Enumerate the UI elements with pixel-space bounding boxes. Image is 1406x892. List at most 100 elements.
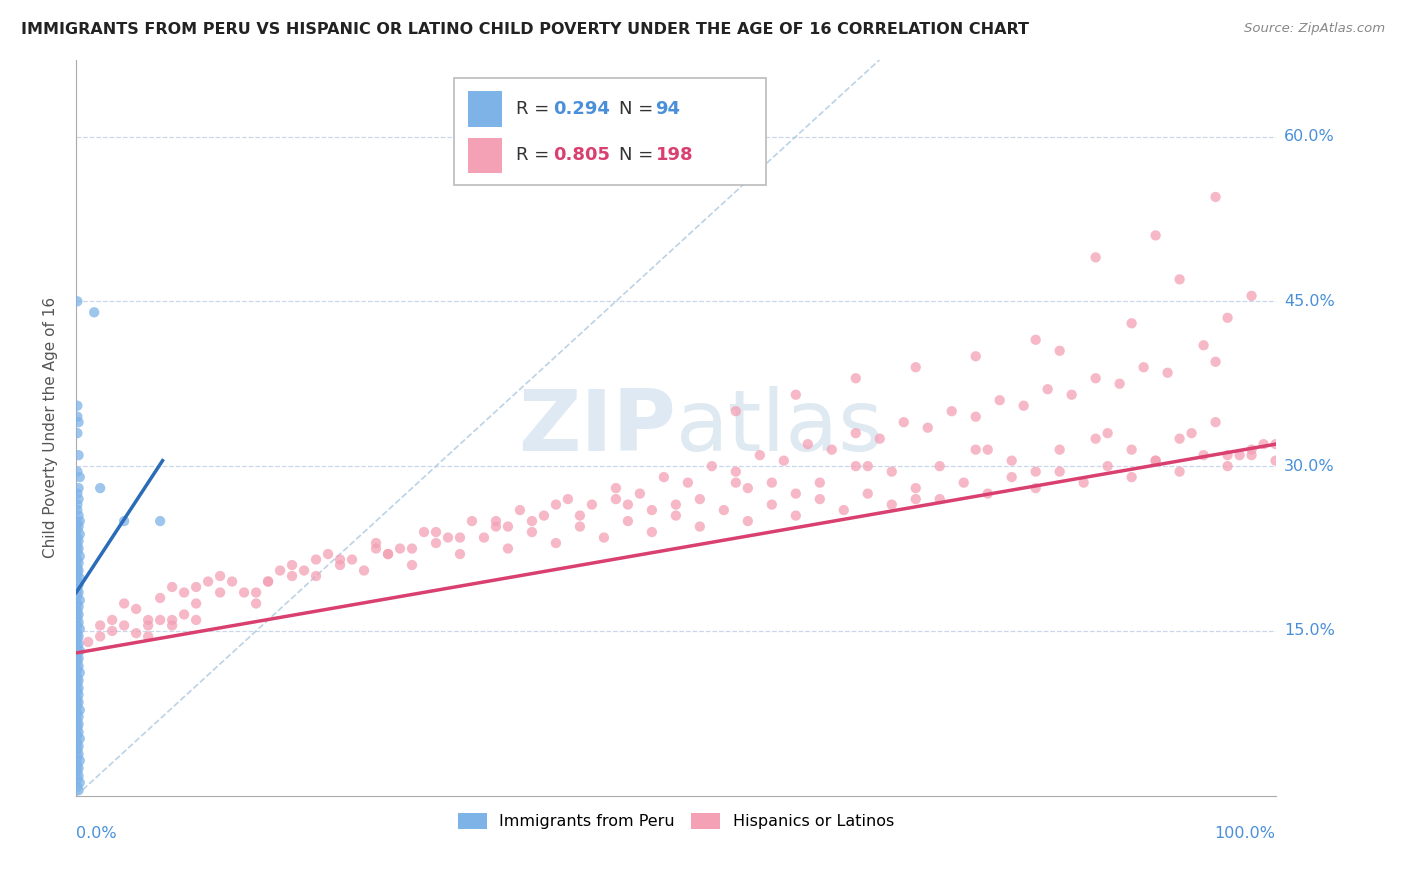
Point: [221, 574, 243, 589]
Point: [67, 599, 90, 614]
Point: [67, 481, 90, 495]
Point: [66, 684, 89, 698]
Point: [1097, 459, 1119, 474]
Point: [413, 524, 436, 539]
Point: [149, 613, 172, 627]
Point: [69, 622, 91, 636]
Point: [112, 618, 135, 632]
Point: [1001, 453, 1024, 467]
Point: [641, 524, 664, 539]
Point: [1060, 388, 1083, 402]
Point: [1156, 366, 1178, 380]
Point: [67, 585, 90, 599]
Point: [67, 695, 90, 709]
Point: [1049, 343, 1071, 358]
Point: [641, 503, 664, 517]
Point: [1264, 437, 1286, 451]
Point: [160, 613, 183, 627]
Point: [66, 486, 89, 500]
Point: [689, 492, 711, 507]
Point: [66, 626, 89, 640]
Point: [245, 597, 267, 611]
Point: [1025, 481, 1047, 495]
Point: [1192, 448, 1215, 462]
Point: [1205, 190, 1227, 204]
Text: 0.294: 0.294: [554, 100, 610, 118]
Point: [136, 613, 159, 627]
Point: [67, 533, 90, 548]
Point: [1192, 338, 1215, 352]
Text: atlas: atlas: [676, 386, 884, 469]
Point: [544, 536, 567, 550]
Point: [69, 593, 91, 607]
Point: [101, 613, 124, 627]
Point: [67, 541, 90, 556]
Point: [69, 665, 91, 680]
Point: [1001, 470, 1024, 484]
Point: [257, 574, 280, 589]
Point: [520, 514, 543, 528]
Point: [617, 514, 640, 528]
Point: [160, 618, 183, 632]
Text: 60.0%: 60.0%: [1284, 129, 1334, 144]
Point: [533, 508, 555, 523]
Point: [1168, 432, 1191, 446]
Point: [136, 630, 159, 644]
Point: [1168, 272, 1191, 286]
Point: [66, 692, 89, 706]
Point: [67, 681, 90, 695]
Point: [66, 552, 89, 566]
Point: [67, 725, 90, 739]
Point: [66, 503, 89, 517]
Point: [845, 426, 868, 441]
Point: [66, 516, 89, 531]
Point: [1049, 465, 1071, 479]
Point: [66, 523, 89, 537]
Point: [67, 415, 90, 429]
Point: [197, 574, 219, 589]
Point: [1240, 448, 1263, 462]
Point: [1181, 426, 1204, 441]
Point: [1216, 459, 1239, 474]
Point: [700, 459, 723, 474]
Point: [66, 676, 89, 690]
Point: [737, 514, 759, 528]
Point: [69, 703, 91, 717]
Point: [581, 498, 603, 512]
Point: [340, 552, 363, 566]
Point: [66, 728, 89, 742]
Text: 198: 198: [655, 146, 693, 164]
Point: [1132, 360, 1154, 375]
Point: [472, 531, 495, 545]
Point: [173, 607, 195, 622]
Point: [66, 618, 89, 632]
Point: [724, 465, 747, 479]
Point: [66, 611, 89, 625]
Point: [1168, 465, 1191, 479]
Point: [89, 618, 111, 632]
Point: [67, 651, 90, 665]
Point: [83, 305, 105, 319]
Point: [389, 541, 412, 556]
Point: [1084, 432, 1107, 446]
Point: [785, 388, 807, 402]
Point: [724, 475, 747, 490]
Point: [665, 508, 688, 523]
Point: [125, 602, 148, 616]
Point: [67, 673, 90, 688]
Point: [1121, 442, 1143, 457]
Point: [245, 585, 267, 599]
Point: [1025, 465, 1047, 479]
Point: [461, 514, 484, 528]
Point: [66, 465, 89, 479]
Point: [856, 459, 879, 474]
Point: [1264, 453, 1286, 467]
Point: [66, 560, 89, 574]
Point: [281, 569, 304, 583]
Point: [66, 531, 89, 545]
Point: [69, 644, 91, 658]
Point: [761, 498, 783, 512]
Point: [904, 360, 927, 375]
Point: [69, 527, 91, 541]
Point: [316, 547, 339, 561]
